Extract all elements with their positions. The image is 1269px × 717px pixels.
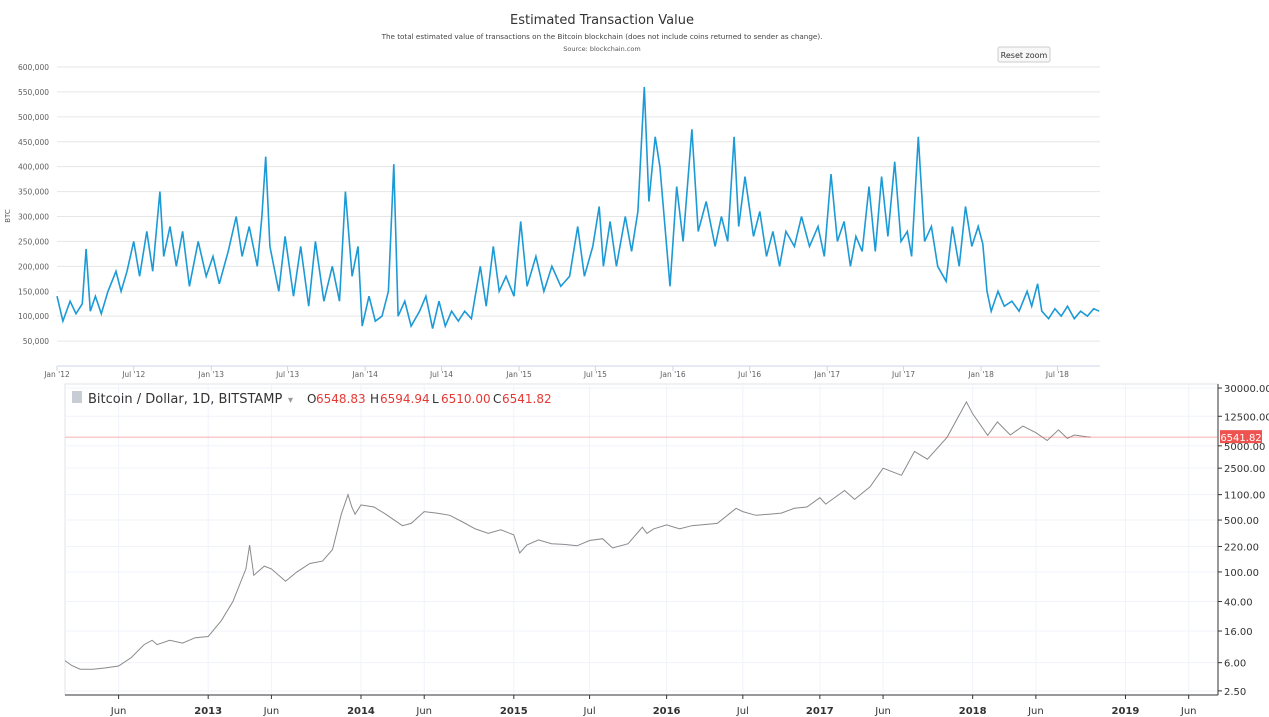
bitcoin-dollar-chart: 2.50 6.00 16.00 40.00 100.00 220.00 500.00 1100… <box>64 383 1269 717</box>
series-line <box>56 86 1100 329</box>
time-tick-label: Jun <box>874 706 891 717</box>
x-tick-label: Jul '16 <box>737 370 761 379</box>
grid <box>65 384 1218 695</box>
time-axis-ticks: Jun 2013 Jun 2014 Jun 2015 Jul 2016 Jul 2017 Jun 20… <box>110 695 1197 717</box>
y-tick-label: 600,000 <box>18 63 49 72</box>
y-tick-label: 350,000 <box>18 188 49 197</box>
symbol-title: Bitcoin / Dollar, 1D, BITSTAMP <box>88 392 283 407</box>
symbol-flag-icon <box>72 391 82 403</box>
open-label: O <box>307 392 316 406</box>
price-tick-label: 30000.00 <box>1224 384 1269 395</box>
price-tick-label: 6.00 <box>1224 659 1246 670</box>
high-label: H <box>370 392 379 406</box>
x-tick-label: Jan '15 <box>505 370 532 379</box>
y-tick-label: 550,000 <box>18 88 49 97</box>
price-tick-label: 40.00 <box>1224 597 1253 608</box>
x-tick-label: Jan '12 <box>43 370 70 379</box>
time-tick-label: Jun <box>1027 706 1044 717</box>
x-tick-label: Jul '13 <box>275 370 299 379</box>
x-tick-label: Jul '14 <box>429 370 453 379</box>
time-tick-label: Jun <box>263 706 280 717</box>
y-tick-label: 150,000 <box>18 287 49 296</box>
close-label: C <box>493 392 501 406</box>
price-tick-label: 16.00 <box>1224 627 1253 638</box>
time-tick-label: 2013 <box>194 706 222 717</box>
y-axis-label: BTC <box>4 209 12 223</box>
y-tick-label: 500,000 <box>18 113 49 122</box>
price-tick-label: 220.00 <box>1224 543 1259 554</box>
price-tick-label: 5000.00 <box>1224 442 1265 453</box>
x-tick-label: Jan '17 <box>813 370 840 379</box>
time-tick-label: 2015 <box>500 706 528 717</box>
price-tick-label: 2500.00 <box>1224 464 1265 475</box>
y-axis-ticks: 50,000 100,000 150,000 200,000 250,000 300,00… <box>18 63 49 346</box>
chart-source: Source: blockchain.com <box>563 45 640 53</box>
symbol-legend[interactable]: Bitcoin / Dollar, 1D, BITSTAMP ▾ <box>72 391 293 407</box>
y-gridlines <box>57 66 1100 342</box>
time-tick-label: Jul <box>583 706 596 717</box>
price-tick-label: 100.00 <box>1224 568 1259 579</box>
x-tick-label: Jan '13 <box>198 370 225 379</box>
y-tick-label: 250,000 <box>18 237 49 246</box>
ohlc-values: O 6548.83 H 6594.94 L 6510.00 C 6541.82 <box>307 392 552 406</box>
x-axis-ticks: Jan '12 Jul '12 Jan '13 Jul '13 Jan '14 Jul '… <box>43 366 1069 379</box>
time-tick-label: 2018 <box>959 706 987 717</box>
time-tick-label: Jun <box>415 706 432 717</box>
time-tick-label: 2017 <box>806 706 834 717</box>
y-tick-label: 50,000 <box>23 337 49 346</box>
reset-zoom-label[interactable]: Reset zoom <box>1001 51 1048 60</box>
transaction-value-chart: Estimated Transaction Value The total es… <box>4 13 1100 379</box>
open-value: 6548.83 <box>316 392 366 406</box>
y-tick-label: 300,000 <box>18 213 49 222</box>
price-tick-label: 500.00 <box>1224 516 1259 527</box>
reset-zoom-button[interactable]: Reset zoom <box>997 46 1051 63</box>
price-axis-ticks: 2.50 6.00 16.00 40.00 100.00 220.00 500.00 1100… <box>1218 384 1269 698</box>
high-value: 6594.94 <box>380 392 430 406</box>
time-tick-label: Jun <box>1180 706 1197 717</box>
x-tick-label: Jan '14 <box>351 370 378 379</box>
price-tick-label: 1100.00 <box>1224 491 1265 502</box>
chart-subtitle: The total estimated value of transaction… <box>381 32 823 41</box>
time-tick-label: Jul <box>736 706 749 717</box>
x-tick-label: Jul '15 <box>583 370 607 379</box>
price-tick-label: 2.50 <box>1224 687 1246 698</box>
chart-title: Estimated Transaction Value <box>510 13 694 28</box>
x-tick-label: Jul '12 <box>121 370 145 379</box>
price-tick-label: 12500.00 <box>1224 412 1269 423</box>
y-tick-label: 100,000 <box>18 312 49 321</box>
time-tick-label: 2014 <box>347 706 375 717</box>
y-tick-label: 400,000 <box>18 163 49 172</box>
price-series-line <box>64 400 1091 670</box>
time-tick-label: Jun <box>110 706 127 717</box>
x-tick-label: Jul '18 <box>1045 370 1069 379</box>
x-tick-label: Jul '17 <box>891 370 915 379</box>
last-price-badge: 6541.82 <box>1220 430 1262 444</box>
plot-area <box>64 383 1219 696</box>
low-label: L <box>432 392 439 406</box>
last-price-label: 6541.82 <box>1220 433 1261 444</box>
time-tick-label: 2016 <box>653 706 681 717</box>
time-tick-label: 2019 <box>1112 706 1140 717</box>
close-value: 6541.82 <box>502 392 552 406</box>
low-value: 6510.00 <box>441 392 491 406</box>
chevron-down-icon[interactable]: ▾ <box>288 395 293 406</box>
y-tick-label: 450,000 <box>18 138 49 147</box>
y-tick-label: 200,000 <box>18 262 49 271</box>
x-tick-label: Jan '18 <box>967 370 994 379</box>
x-tick-label: Jan '16 <box>659 370 686 379</box>
